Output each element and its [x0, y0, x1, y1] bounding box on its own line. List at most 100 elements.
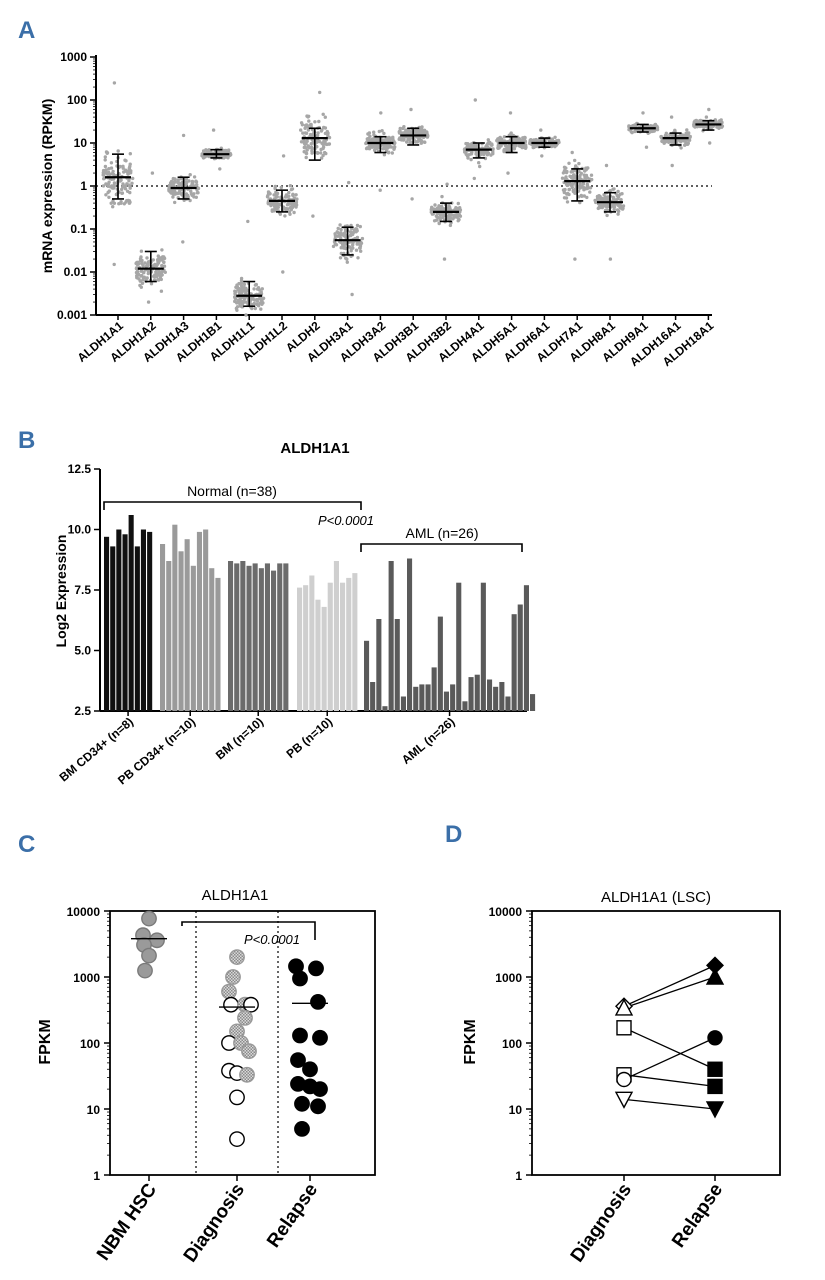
- data-point: [113, 81, 116, 84]
- data-point: [707, 969, 723, 984]
- data-point: [147, 264, 150, 267]
- data-point: [347, 181, 350, 184]
- data-point: [316, 152, 319, 155]
- data-point: [239, 288, 242, 291]
- data-point: [233, 295, 236, 298]
- data-point: [679, 134, 682, 137]
- data-point: [351, 243, 354, 246]
- data-point: [523, 136, 526, 139]
- bar: [419, 684, 424, 711]
- data-point: [140, 250, 143, 253]
- data-point: [585, 186, 588, 189]
- data-point: [435, 219, 438, 222]
- data-point: [320, 156, 323, 159]
- data-point: [339, 228, 342, 231]
- y-tick-label: 10000: [489, 905, 523, 919]
- data-point: [209, 150, 212, 153]
- data-point: [146, 276, 149, 279]
- data-point: [470, 152, 473, 155]
- pair-line: [624, 965, 715, 1006]
- data-point: [272, 193, 275, 196]
- data-point: [212, 128, 215, 131]
- y-tick-label: 0.001: [57, 308, 87, 322]
- data-point: [346, 261, 349, 264]
- data-point: [190, 192, 193, 195]
- bar: [191, 566, 196, 711]
- bar: [283, 563, 288, 711]
- panel-c-chart: ALDH1A1 FPKM P<0.0001 110100100010000NBM…: [37, 887, 375, 1266]
- data-point: [322, 126, 325, 129]
- bar: [475, 675, 480, 711]
- bar: [376, 619, 381, 711]
- bar: [450, 684, 455, 711]
- data-point: [482, 153, 485, 156]
- data-point: [351, 246, 354, 249]
- data-point: [294, 193, 297, 196]
- y-tick-label: 10: [509, 1103, 523, 1117]
- data-point: [568, 175, 571, 178]
- data-point: [687, 131, 690, 134]
- data-point: [157, 257, 160, 260]
- panel-c-ylabel: FPKM: [37, 1019, 54, 1064]
- y-tick-label: 1000: [73, 971, 100, 985]
- data-point: [309, 123, 312, 126]
- bar: [141, 530, 146, 712]
- data-point: [337, 227, 340, 230]
- data-point: [307, 144, 310, 147]
- data-point: [364, 142, 367, 145]
- data-point: [129, 152, 132, 155]
- y-tick-label: 1000: [495, 971, 522, 985]
- data-point: [271, 208, 274, 211]
- panel-b-chart: ALDH1A1 Log2 Expression Normal (n=38) P<…: [53, 440, 535, 787]
- data-point: [288, 210, 291, 213]
- data-point: [358, 246, 361, 249]
- data-point: [245, 288, 248, 291]
- data-point: [113, 263, 116, 266]
- bar: [370, 682, 375, 711]
- y-tick-label: 10: [74, 136, 88, 150]
- bar: [215, 578, 220, 711]
- data-point: [613, 208, 616, 211]
- data-point: [679, 146, 682, 149]
- data-point: [252, 287, 255, 290]
- data-point: [236, 285, 239, 288]
- data-point: [383, 146, 386, 149]
- pair-line: [624, 1038, 715, 1080]
- data-point: [154, 273, 157, 276]
- data-point: [324, 152, 327, 155]
- y-tick-label: 10000: [67, 905, 101, 919]
- data-point: [707, 108, 710, 111]
- data-point: [226, 970, 240, 984]
- data-point: [708, 1031, 722, 1045]
- data-point: [107, 196, 110, 199]
- data-point: [171, 195, 174, 198]
- data-point: [387, 151, 390, 154]
- data-point: [619, 198, 622, 201]
- x-group-label: AML (n=26): [399, 715, 458, 767]
- bar: [129, 515, 134, 711]
- data-point: [300, 121, 303, 124]
- data-point: [320, 129, 323, 132]
- data-point: [616, 208, 619, 211]
- data-point: [402, 125, 405, 128]
- data-point: [160, 271, 163, 274]
- data-point: [571, 183, 574, 186]
- data-point: [104, 165, 107, 168]
- panel-a-ylabel: mRNA expression (RPKM): [39, 99, 55, 274]
- data-point: [303, 1062, 317, 1076]
- data-point: [617, 1021, 631, 1035]
- data-point: [280, 186, 283, 189]
- data-point: [573, 176, 576, 179]
- data-point: [380, 129, 383, 132]
- data-point: [244, 998, 258, 1012]
- data-point: [579, 186, 582, 189]
- bar: [135, 546, 140, 711]
- data-point: [306, 140, 309, 143]
- data-point: [391, 151, 394, 154]
- bar: [512, 614, 517, 711]
- bar: [487, 680, 492, 712]
- data-point: [438, 222, 441, 225]
- data-point: [510, 131, 513, 134]
- data-point: [302, 140, 305, 143]
- data-point: [160, 248, 163, 251]
